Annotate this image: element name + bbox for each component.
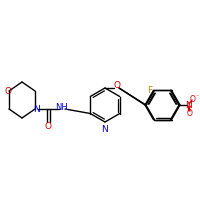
Text: N: N (33, 104, 39, 114)
Text: N: N (185, 100, 191, 110)
Text: F: F (147, 86, 152, 95)
Text: O: O (4, 86, 12, 96)
Text: O: O (187, 108, 193, 117)
Text: O: O (114, 82, 120, 90)
Text: O: O (190, 95, 196, 104)
Text: NH: NH (56, 102, 68, 112)
Text: N: N (102, 125, 108, 134)
Text: O: O (44, 122, 52, 131)
Text: ⁻: ⁻ (196, 96, 199, 100)
